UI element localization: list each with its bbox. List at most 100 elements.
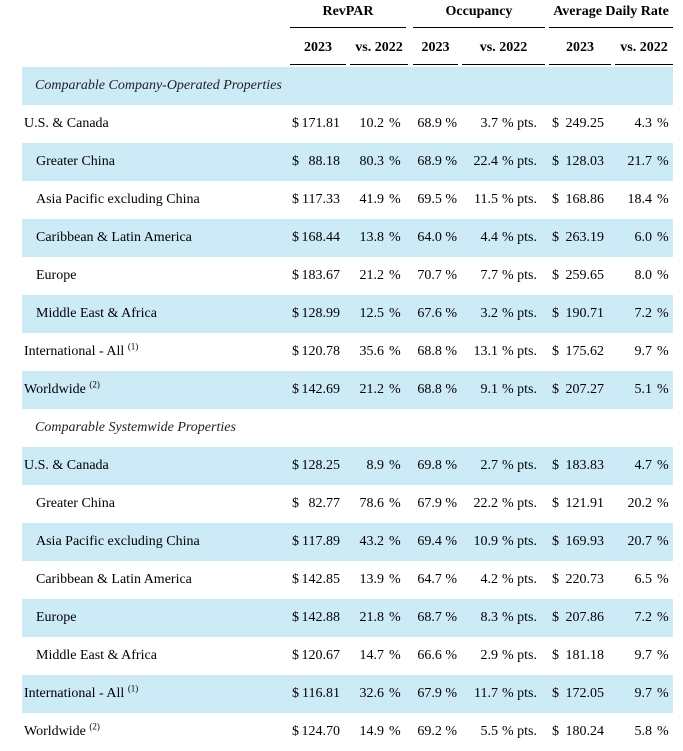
occupancy-change-unit: % pts.: [502, 458, 537, 473]
adr-change-unit: %: [657, 458, 669, 473]
adr-change: 6.0: [634, 230, 653, 245]
occupancy-change: 5.5: [480, 724, 499, 739]
occupancy-change: 4.4: [480, 230, 499, 245]
adr-dollar: $: [552, 382, 559, 397]
header-revpar-rule: [290, 27, 406, 28]
table-row: Caribbean & Latin America $168.44 13.8% 64.…: [22, 219, 673, 257]
revpar-2023: 117.33: [302, 192, 340, 207]
section-header-row: Comparable Company-Operated Properties: [22, 67, 673, 105]
occupancy-2023: 68.8 %: [417, 344, 457, 359]
revpar-change: 32.6: [359, 686, 385, 701]
table-row: Europe $183.67 21.2% 70.7 % 7.7% pts. $259.65…: [22, 257, 673, 295]
adr-dollar: $: [552, 648, 559, 663]
row-label-text: International - All: [24, 344, 125, 359]
revpar-change: 21.2: [359, 268, 385, 283]
table-row: U.S. & Canada $171.81 10.2% 68.9 % 3.7% pts.…: [22, 105, 673, 143]
occupancy-change-unit: % pts.: [502, 534, 537, 549]
adr-2023: 190.71: [565, 306, 605, 321]
revpar-2023: 128.99: [301, 306, 341, 321]
table-row: Greater China $82.77 78.6% 67.9 % 22.2% pts.…: [22, 485, 673, 523]
row-label-text: Europe: [36, 268, 77, 283]
adr-change-unit: %: [657, 724, 669, 739]
row-label-text: U.S. & Canada: [24, 458, 109, 473]
section-title: Comparable Company-Operated Properties: [35, 78, 282, 93]
adr-change: 7.2: [634, 610, 653, 625]
revpar-change: 13.8: [359, 230, 385, 245]
row-label: U.S. & Canada: [24, 105, 109, 143]
adr-change: 5.1: [634, 382, 653, 397]
subheader-occ-2023: 2023: [421, 40, 450, 55]
header-occupancy-rule: [413, 27, 545, 28]
occupancy-change-unit: % pts.: [502, 192, 537, 207]
adr-dollar: $: [552, 306, 559, 321]
row-label: Middle East & Africa: [36, 637, 157, 675]
section-title: Comparable Systemwide Properties: [35, 420, 236, 435]
revpar-change-unit: %: [389, 192, 401, 207]
occupancy-change-unit: % pts.: [502, 572, 537, 587]
row-label: U.S. & Canada: [24, 447, 109, 485]
adr-2023: 207.86: [565, 610, 605, 625]
occupancy-2023: 64.7 %: [417, 572, 457, 587]
adr-dollar: $: [552, 458, 559, 473]
occupancy-change: 8.3: [480, 610, 499, 625]
revpar-change: 43.2: [359, 534, 385, 549]
occupancy-change-unit: % pts.: [502, 230, 537, 245]
occupancy-2023: 69.4 %: [417, 534, 457, 549]
revpar-dollar: $: [292, 610, 299, 625]
adr-change: 9.7: [634, 648, 653, 663]
occupancy-change: 10.9: [473, 534, 499, 549]
revpar-2023: 117.89: [302, 534, 340, 549]
occupancy-change: 11.5: [474, 192, 498, 207]
table-row: Asia Pacific excluding China $117.33 41.9%…: [22, 181, 673, 219]
row-label-text: Worldwide: [24, 724, 86, 739]
adr-2023: 180.24: [565, 724, 605, 739]
adr-2023: 172.05: [565, 686, 605, 701]
revpar-change: 21.8: [359, 610, 385, 625]
subheader-revpar-2023: 2023: [304, 40, 332, 55]
adr-dollar: $: [552, 268, 559, 283]
revpar-change: 12.5: [359, 306, 385, 321]
revpar-change: 14.7: [359, 648, 385, 663]
adr-change-unit: %: [657, 534, 669, 549]
revpar-dollar: $: [292, 344, 299, 359]
revpar-dollar: $: [292, 116, 299, 131]
revpar-change: 13.9: [359, 572, 385, 587]
adr-change-unit: %: [657, 610, 669, 625]
revpar-2023: 82.77: [308, 496, 341, 511]
occupancy-change-unit: % pts.: [502, 648, 537, 663]
adr-dollar: $: [552, 192, 559, 207]
revpar-change-unit: %: [389, 116, 401, 131]
table-row: Asia Pacific excluding China $117.89 43.2%…: [22, 523, 673, 561]
revpar-2023: 128.25: [301, 458, 341, 473]
occupancy-change: 2.9: [480, 648, 499, 663]
occupancy-2023: 68.8 %: [417, 382, 457, 397]
table-row: Worldwide (2) $142.69 21.2% 68.8 % 9.1% pts.…: [22, 371, 673, 409]
adr-change: 7.2: [634, 306, 653, 321]
row-label-text: U.S. & Canada: [24, 116, 109, 131]
adr-change: 9.7: [634, 344, 653, 359]
revpar-dollar: $: [292, 458, 299, 473]
adr-change-unit: %: [657, 382, 669, 397]
table-row: Caribbean & Latin America $142.85 13.9% 64.…: [22, 561, 673, 599]
row-label: Asia Pacific excluding China: [36, 181, 200, 219]
revpar-2023: 88.18: [308, 154, 341, 169]
adr-dollar: $: [552, 610, 559, 625]
row-label-text: Asia Pacific excluding China: [36, 534, 200, 549]
table-row: Worldwide (2) $124.70 14.9% 69.2 % 5.5% pts.…: [22, 713, 673, 751]
adr-dollar: $: [552, 534, 559, 549]
occupancy-2023: 67.9 %: [417, 496, 457, 511]
adr-change: 5.8: [634, 724, 653, 739]
table-row: Greater China $88.18 80.3% 68.9 % 22.4% pts.…: [22, 143, 673, 181]
revpar-change: 78.6: [359, 496, 385, 511]
row-label: Caribbean & Latin America: [36, 219, 192, 257]
occupancy-change-unit: % pts.: [502, 496, 537, 511]
row-label: Asia Pacific excluding China: [36, 523, 200, 561]
occupancy-change-unit: % pts.: [502, 382, 537, 397]
adr-change: 9.7: [634, 686, 653, 701]
revpar-change-unit: %: [389, 458, 401, 473]
subheader-rule: [462, 64, 545, 65]
adr-change: 6.5: [634, 572, 653, 587]
header-adr-rule: [549, 27, 673, 28]
revpar-change: 14.9: [359, 724, 385, 739]
occupancy-2023: 69.5 %: [417, 192, 457, 207]
